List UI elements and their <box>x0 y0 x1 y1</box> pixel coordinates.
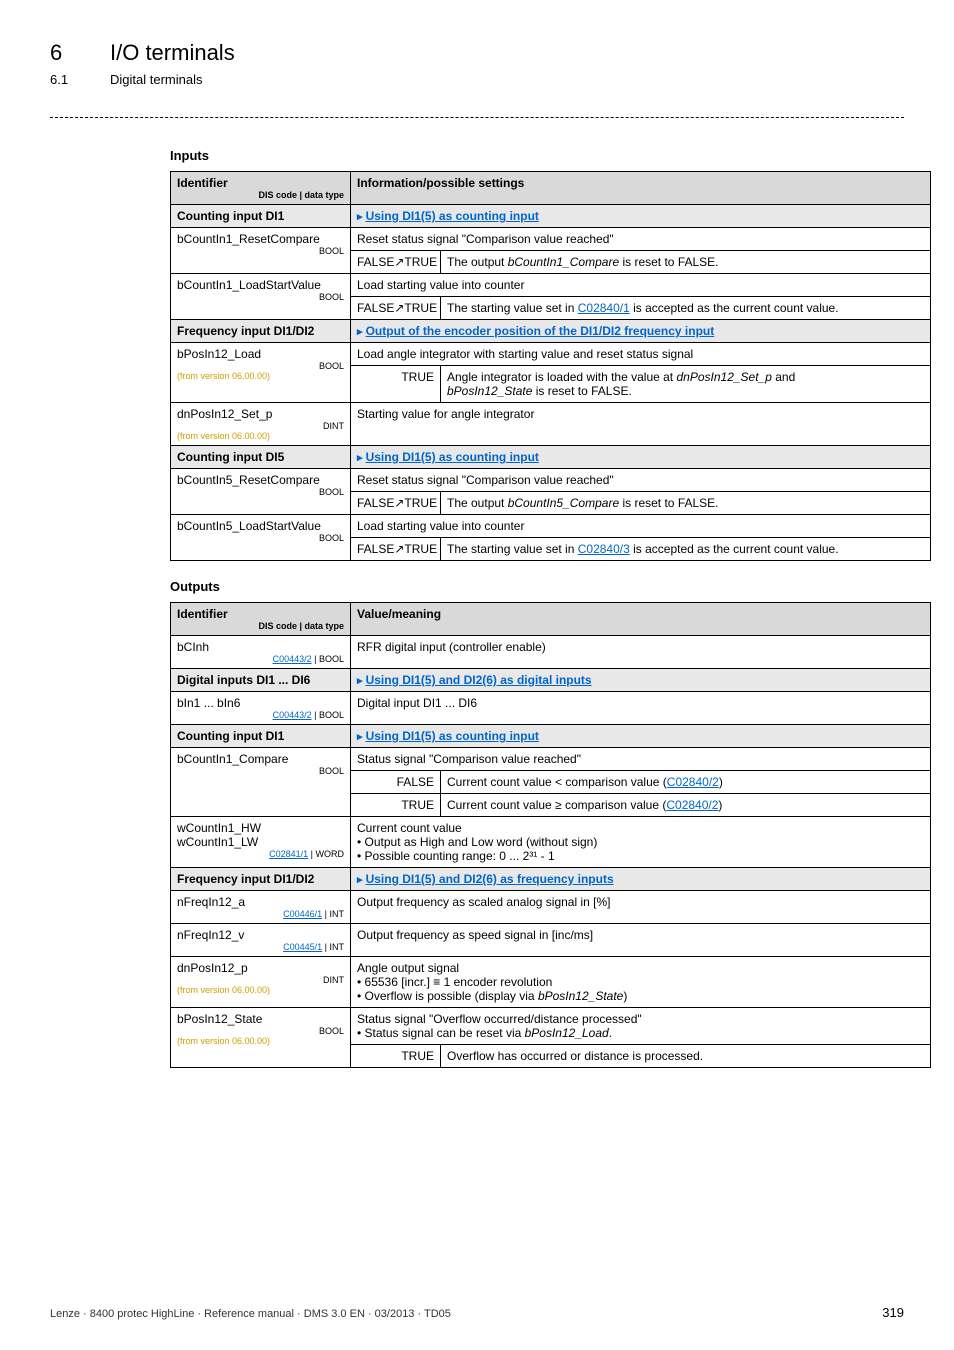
kv-val: The starting value set in C02840/3 is ac… <box>441 538 931 561</box>
desc: Load angle integrator with starting valu… <box>351 343 931 366</box>
subhdr-link: Using DI1(5) as counting input <box>351 725 931 748</box>
subhdr: Digital inputs DI1 ... DI6 <box>171 669 351 692</box>
section-title: Digital terminals <box>110 72 202 87</box>
ident-cell: bPosIn12_StateBOOL(from version 06.00.00… <box>171 1008 351 1068</box>
ident-cell: nFreqIn12_aC00446/1 | INT <box>171 891 351 924</box>
outputs-heading: Outputs <box>170 579 904 594</box>
desc: Status signal "Overflow occurred/distanc… <box>351 1008 931 1045</box>
kv-key: TRUE <box>351 794 441 817</box>
kv-val: The starting value set in C02840/1 is ac… <box>441 297 931 320</box>
desc: Starting value for angle integrator <box>351 403 931 446</box>
subhdr-link: Using DI1(5) as counting input <box>351 446 931 469</box>
th-identifier: IdentifierDIS code | data type <box>171 603 351 636</box>
desc: RFR digital input (controller enable) <box>351 636 931 669</box>
desc: Output frequency as speed signal in [inc… <box>351 924 931 957</box>
kv-val: The output bCountIn5_Compare is reset to… <box>441 492 931 515</box>
inputs-heading: Inputs <box>170 148 904 163</box>
subhdr: Frequency input DI1/DI2 <box>171 868 351 891</box>
desc: Reset status signal "Comparison value re… <box>351 469 931 492</box>
outputs-table: IdentifierDIS code | data type Value/mea… <box>170 602 931 1068</box>
chapter-number: 6 <box>50 40 110 66</box>
ident-cell: dnPosIn12_pDINT(from version 06.00.00) <box>171 957 351 1008</box>
inputs-table: IdentifierDIS code | data type Informati… <box>170 171 931 561</box>
ident-cell: bCountIn1_CompareBOOL <box>171 748 351 817</box>
desc: Digital input DI1 ... DI6 <box>351 692 931 725</box>
ident-cell: bCountIn1_LoadStartValueBOOL <box>171 274 351 320</box>
desc: Load starting value into counter <box>351 515 931 538</box>
kv-key: FALSE↗TRUE <box>351 251 441 274</box>
kv-val: Overflow has occurred or distance is pro… <box>441 1045 931 1068</box>
subhdr-link: Output of the encoder position of the DI… <box>351 320 931 343</box>
footer-text: Lenze · 8400 protec HighLine · Reference… <box>50 1308 451 1320</box>
kv-val: Current count value ≥ comparison value (… <box>441 794 931 817</box>
desc: Angle output signal• 65536 [incr.] ≡ 1 e… <box>351 957 931 1008</box>
page-number: 319 <box>882 1305 904 1320</box>
subhdr-link: Using DI1(5) and DI2(6) as frequency inp… <box>351 868 931 891</box>
ident-cell: bIn1 ... bIn6C00443/2 | BOOL <box>171 692 351 725</box>
ident-cell: nFreqIn12_vC00445/1 | INT <box>171 924 351 957</box>
th-identifier: IdentifierDIS code | data type <box>171 172 351 205</box>
subhdr: Counting input DI1 <box>171 725 351 748</box>
th-info: Information/possible settings <box>351 172 931 205</box>
desc: Output frequency as scaled analog signal… <box>351 891 931 924</box>
ident-cell: bCountIn5_ResetCompareBOOL <box>171 469 351 515</box>
kv-key: FALSE↗TRUE <box>351 538 441 561</box>
desc: Load starting value into counter <box>351 274 931 297</box>
ident-cell: wCountIn1_HWwCountIn1_LWC02841/1 | WORD <box>171 817 351 868</box>
kv-val: The output bCountIn1_Compare is reset to… <box>441 251 931 274</box>
subhdr-link: Using DI1(5) and DI2(6) as digital input… <box>351 669 931 692</box>
desc: Current count value• Output as High and … <box>351 817 931 868</box>
ident-cell: bPosIn12_LoadBOOL(from version 06.00.00) <box>171 343 351 403</box>
kv-key: TRUE <box>351 366 441 403</box>
subhdr: Counting input DI1 <box>171 205 351 228</box>
kv-key: TRUE <box>351 1045 441 1068</box>
kv-key: FALSE <box>351 771 441 794</box>
subhdr: Counting input DI5 <box>171 446 351 469</box>
ident-cell: bCInhC00443/2 | BOOL <box>171 636 351 669</box>
subhdr: Frequency input DI1/DI2 <box>171 320 351 343</box>
ident-cell: bCountIn5_LoadStartValueBOOL <box>171 515 351 561</box>
divider <box>50 117 904 118</box>
kv-val: Angle integrator is loaded with the valu… <box>441 366 931 403</box>
desc: Status signal "Comparison value reached" <box>351 748 931 771</box>
kv-key: FALSE↗TRUE <box>351 492 441 515</box>
desc: Reset status signal "Comparison value re… <box>351 228 931 251</box>
section-number: 6.1 <box>50 72 110 87</box>
ident-cell: dnPosIn12_Set_pDINT(from version 06.00.0… <box>171 403 351 446</box>
kv-val: Current count value < comparison value (… <box>441 771 931 794</box>
th-value: Value/meaning <box>351 603 931 636</box>
subhdr-link: Using DI1(5) as counting input <box>351 205 931 228</box>
chapter-title: I/O terminals <box>110 40 235 66</box>
kv-key: FALSE↗TRUE <box>351 297 441 320</box>
ident-cell: bCountIn1_ResetCompareBOOL <box>171 228 351 274</box>
